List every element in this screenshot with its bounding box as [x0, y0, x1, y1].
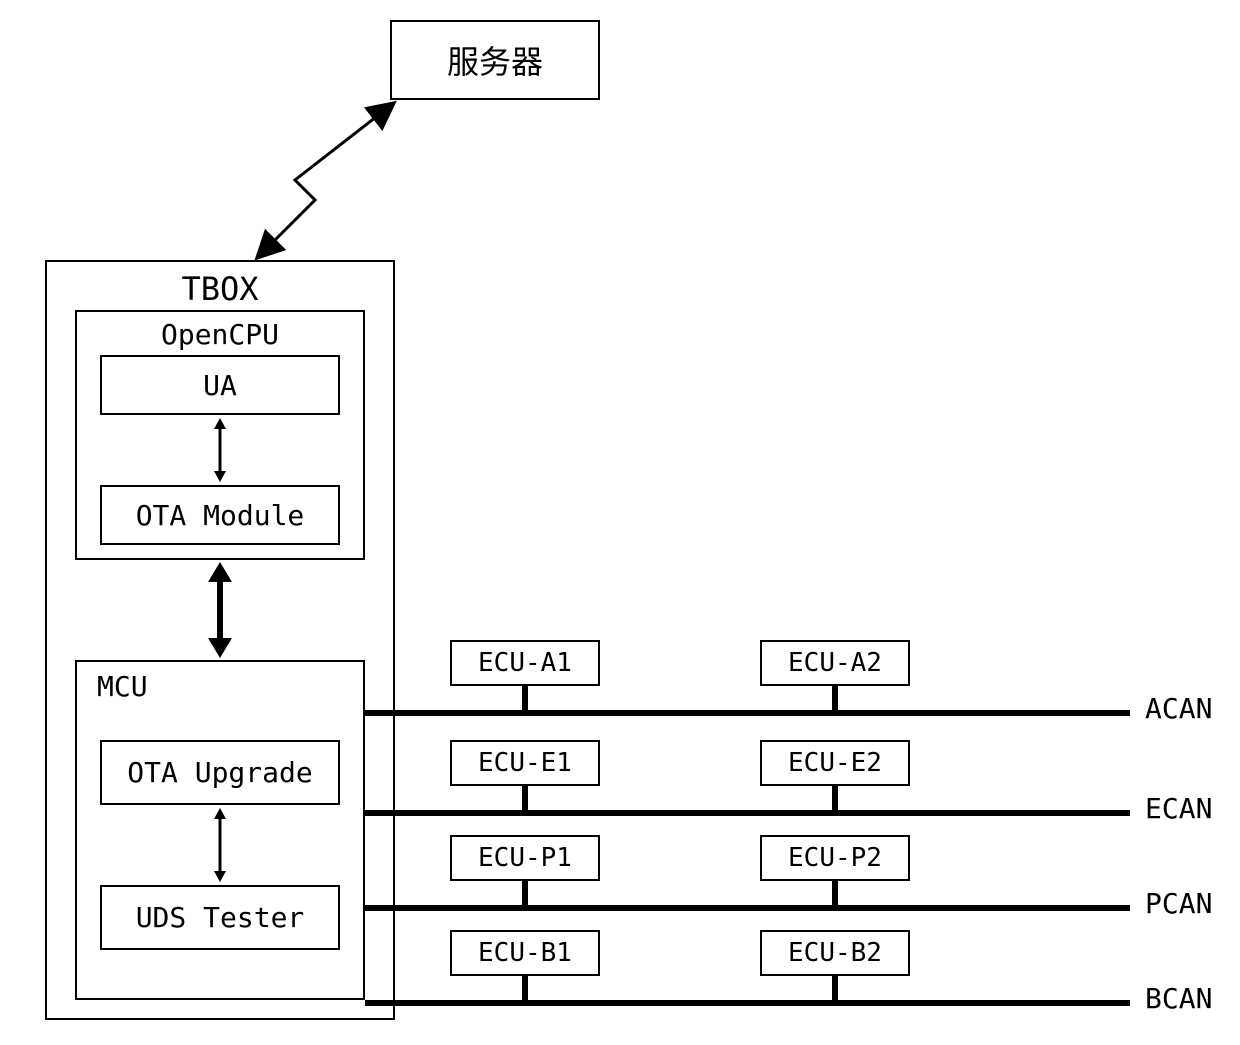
ecu-box: ECU-P2 — [760, 835, 910, 881]
mcu-title: MCU — [97, 670, 148, 703]
ecu-box: ECU-E2 — [760, 740, 910, 786]
ecu-stub — [522, 881, 528, 908]
server-box: 服务器 — [390, 20, 600, 100]
bus-label-ecan: ECAN — [1145, 792, 1212, 825]
ecu-box: ECU-B2 — [760, 930, 910, 976]
ecu-stub — [522, 976, 528, 1003]
ota-module-label: OTA Module — [136, 499, 305, 532]
tbox-title: TBOX — [47, 270, 393, 308]
bus-label-acan: ACAN — [1145, 692, 1212, 725]
ota-module-box: OTA Module — [100, 485, 340, 545]
bus-line-bcan — [365, 1000, 1130, 1006]
ecu-box: ECU-A2 — [760, 640, 910, 686]
uds-tester-box: UDS Tester — [100, 885, 340, 950]
ecu-stub — [832, 881, 838, 908]
bus-label-pcan: PCAN — [1145, 887, 1212, 920]
ecu-stub — [522, 786, 528, 813]
ua-ota-arrow-icon — [200, 415, 240, 485]
ua-label: UA — [203, 369, 237, 402]
ecu-stub — [832, 976, 838, 1003]
wireless-link-icon — [230, 100, 430, 260]
bus-line-pcan — [365, 905, 1130, 911]
bus-label-bcan: BCAN — [1145, 982, 1212, 1015]
opencpu-mcu-arrow-icon — [195, 560, 245, 660]
ecu-stub — [832, 686, 838, 713]
ota-uds-arrow-icon — [200, 805, 240, 885]
ecu-box: ECU-E1 — [450, 740, 600, 786]
ecu-stub — [522, 686, 528, 713]
bus-line-acan — [365, 710, 1130, 716]
ecu-box: ECU-A1 — [450, 640, 600, 686]
bus-line-ecan — [365, 810, 1130, 816]
server-label: 服务器 — [447, 37, 543, 83]
opencpu-title: OpenCPU — [77, 318, 363, 351]
ecu-box: ECU-B1 — [450, 930, 600, 976]
uds-tester-label: UDS Tester — [136, 901, 305, 934]
ecu-stub — [832, 786, 838, 813]
ota-upgrade-box: OTA Upgrade — [100, 740, 340, 805]
ecu-box: ECU-P1 — [450, 835, 600, 881]
ua-box: UA — [100, 355, 340, 415]
ota-upgrade-label: OTA Upgrade — [127, 756, 312, 789]
